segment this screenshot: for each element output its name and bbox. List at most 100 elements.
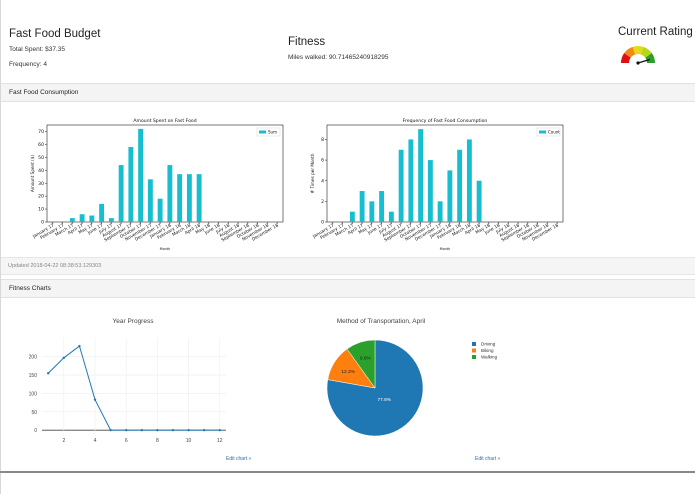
bar: [457, 149, 463, 222]
gauge-hub: [636, 61, 640, 65]
gauge-segment: [640, 46, 652, 58]
y-tick-label: 30: [38, 181, 44, 187]
x-tick-label: 6: [125, 438, 128, 444]
budget-title: Fast Food Budget: [9, 28, 101, 40]
y-tick-label: 20: [38, 194, 44, 200]
edit-pie-chart-link[interactable]: Edit chart »: [475, 456, 501, 462]
y-tick-label: 40: [38, 168, 44, 174]
gauge-segment: [621, 53, 631, 63]
bar: [79, 214, 85, 222]
data-point: [62, 356, 66, 359]
fitness-title: Fitness: [288, 36, 326, 48]
legend-swatch: [539, 130, 546, 134]
transportation-pie-chart: Method of Transportation, April 77.8% 12.3…: [326, 318, 498, 437]
year-progress-chart: Year Progress 0 50 100 150 200 2 4 6 8 10 12: [29, 318, 226, 444]
bar: [349, 211, 355, 222]
bar: [447, 170, 453, 222]
y-tick-label: 8: [321, 137, 324, 143]
y-axis-label: Amount Spent ($): [30, 155, 35, 193]
fast-food-section-header: Fast Food Consumption: [1, 83, 695, 102]
slice-label: 12.3%: [341, 369, 355, 375]
bar: [138, 128, 144, 222]
gauge-segment: [632, 46, 644, 55]
amount-spent-chart: Amount Spent on Fast Food 0 10 20 30 40 50 60 70…: [30, 118, 284, 251]
y-axis-label: # Times per Month: [310, 153, 315, 193]
chart-plot-area: [326, 124, 564, 223]
miles-walked-text: Miles walked: 90.71465240918295: [288, 54, 389, 61]
y-tick-label: 100: [29, 391, 38, 397]
frequency-text: Frequency: 4: [9, 61, 47, 68]
frequency-chart: Frequency of Fast Food Consumption 0 2 4 6 8 #…: [310, 118, 564, 251]
bottom-divider: [0, 471, 695, 473]
rating-title: Current Rating: [618, 26, 693, 38]
bar: [398, 149, 404, 222]
bar: [418, 129, 424, 222]
data-point: [93, 398, 97, 401]
edit-progress-chart-link[interactable]: Edit chart »: [226, 456, 252, 462]
bar: [167, 165, 173, 222]
legend-swatch: [472, 355, 476, 359]
updated-timestamp: Updated 2018-04-22 08:38:53.129303: [1, 257, 695, 275]
chart-title: Method of Transportation, April: [337, 318, 426, 325]
legend-swatch: [259, 130, 266, 134]
bar: [118, 165, 124, 222]
y-tick-label: 6: [321, 158, 324, 164]
gauge-segment: [624, 46, 636, 58]
y-tick-label: 50: [31, 410, 37, 416]
data-point: [47, 372, 50, 375]
bar: [466, 139, 472, 222]
rating-gauge: [621, 46, 655, 65]
x-tick-label: 12: [217, 438, 223, 444]
legend-label: Driving: [481, 342, 496, 347]
bar: [408, 139, 414, 222]
y-tick-label: 2: [321, 199, 324, 205]
bar: [89, 215, 95, 222]
bar: [196, 174, 202, 222]
fitness-card: Fitness Miles walked: 90.71465240918295: [288, 36, 388, 61]
pie-slice: [346, 339, 376, 389]
y-tick-label: 4: [321, 178, 324, 184]
bar: [369, 201, 375, 222]
bar: [186, 174, 192, 222]
data-point: [218, 428, 221, 432]
bar: [147, 179, 153, 222]
legend-label: Biking: [481, 348, 494, 353]
rating-card: Current Rating: [618, 26, 693, 73]
slice-label: 9.9%: [360, 356, 372, 362]
chart-title: Year Progress: [113, 318, 155, 325]
bar: [69, 218, 75, 222]
bar: [388, 211, 394, 222]
y-tick-label: 0: [34, 428, 37, 434]
legend-label: Walking: [481, 355, 498, 360]
bar: [99, 203, 105, 222]
chart-title: Frequency of Fast Food Consumption: [403, 118, 488, 124]
x-tick-label: 4: [94, 438, 97, 444]
data-point: [125, 428, 128, 432]
bar: [359, 191, 365, 222]
data-point: [202, 428, 206, 432]
data-point: [140, 428, 143, 432]
bar: [379, 191, 385, 222]
legend-label: Count: [548, 130, 560, 135]
bar: [427, 160, 433, 222]
total-spent-text: Total Spent: $37.35: [9, 46, 66, 53]
data-point: [156, 428, 159, 432]
data-point: [109, 428, 112, 432]
legend-swatch: [472, 348, 476, 353]
y-tick-label: 10: [38, 207, 44, 213]
y-tick-label: 150: [29, 373, 38, 379]
y-tick-label: 70: [38, 129, 44, 135]
budget-card: Fast Food Budget Total Spent: $37.35 Fre…: [9, 28, 100, 76]
data-point: [187, 428, 190, 432]
y-tick-label: 0: [321, 220, 324, 226]
fitness-section-header: Fitness Charts: [1, 279, 695, 298]
chart-title: Amount Spent on Fast Food: [133, 118, 196, 124]
y-tick-label: 200: [29, 355, 38, 361]
bar: [437, 201, 443, 222]
legend-label: Sum: [268, 130, 277, 135]
bar: [128, 146, 134, 222]
legend-box: [256, 127, 281, 137]
x-axis-label: Month: [440, 247, 451, 251]
data-point: [78, 344, 81, 348]
